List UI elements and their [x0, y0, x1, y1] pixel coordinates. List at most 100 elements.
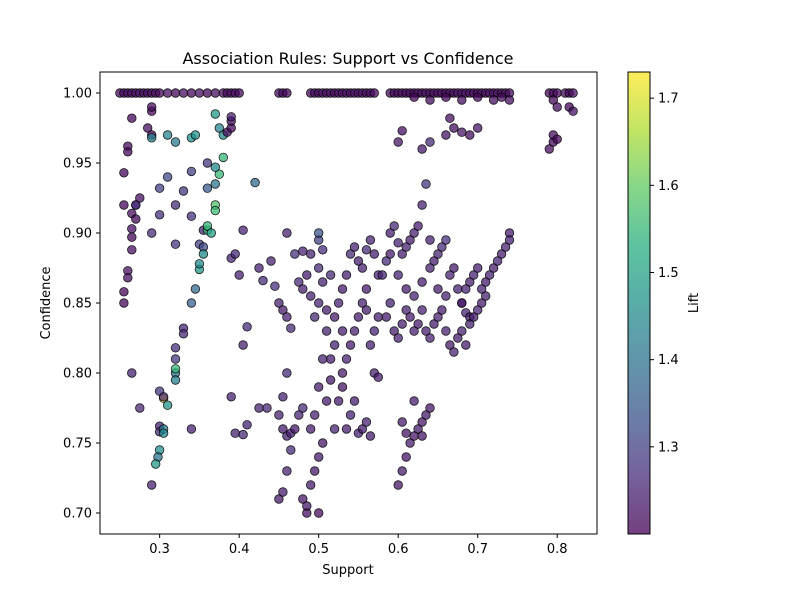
data-point	[409, 92, 419, 102]
data-point	[469, 312, 479, 322]
data-point	[345, 249, 356, 259]
data-point	[290, 249, 300, 259]
data-point	[142, 123, 153, 133]
data-point	[397, 417, 407, 427]
colorbar-ticks: 1.3 1.4 1.5 1.6 1.7	[650, 92, 679, 455]
data-point	[310, 312, 320, 322]
data-point	[401, 305, 411, 315]
data-point	[286, 323, 296, 333]
data-point	[254, 263, 264, 273]
data-point	[298, 246, 308, 256]
colorbar-tick-label: 1.4	[658, 353, 679, 368]
data-point	[214, 169, 225, 179]
y-tick-label: 0.80	[63, 367, 92, 382]
data-point	[469, 270, 479, 280]
data-point	[445, 340, 455, 350]
data-point	[282, 88, 292, 98]
data-point	[298, 403, 308, 413]
data-point	[461, 284, 471, 294]
data-point	[381, 256, 392, 266]
data-point	[325, 354, 336, 364]
data-point	[198, 249, 209, 259]
y-tick-label: 0.75	[63, 437, 92, 452]
data-point	[401, 242, 411, 252]
x-tick-label: 0.4	[229, 542, 250, 557]
data-point	[154, 88, 165, 98]
data-point	[393, 333, 403, 343]
colorbar-frame	[627, 71, 651, 535]
x-axis-ticks: 0.3 0.4 0.5 0.6 0.7 0.8	[149, 534, 568, 557]
data-point	[162, 172, 173, 182]
y-tick-label: 0.90	[63, 227, 92, 242]
data-point	[321, 305, 332, 315]
data-point	[461, 340, 471, 350]
data-point	[298, 494, 308, 504]
data-point	[429, 256, 439, 266]
data-point	[473, 305, 483, 315]
data-point	[552, 102, 562, 112]
data-point	[306, 249, 316, 259]
data-point	[373, 372, 384, 382]
data-point	[119, 200, 129, 210]
colorbar-tick-label: 1.7	[658, 92, 679, 107]
data-point	[421, 410, 431, 420]
data-point	[417, 200, 427, 210]
data-point	[441, 92, 451, 102]
data-point	[146, 133, 157, 143]
data-point	[500, 242, 511, 252]
data-point	[186, 166, 197, 177]
data-point	[357, 424, 368, 434]
data-point	[457, 127, 467, 137]
data-point	[437, 305, 447, 315]
colorbar-tick-label: 1.5	[658, 266, 679, 281]
data-point	[314, 228, 324, 238]
data-point	[314, 508, 324, 518]
data-point	[349, 326, 360, 336]
data-point	[365, 235, 376, 245]
data-point	[146, 228, 157, 238]
data-point	[409, 326, 419, 336]
data-point	[417, 277, 427, 287]
data-point	[488, 263, 499, 273]
data-point	[127, 113, 137, 123]
data-point	[397, 319, 407, 329]
data-point	[306, 424, 316, 434]
data-point	[481, 291, 491, 301]
data-point	[242, 322, 252, 332]
data-point	[202, 88, 213, 98]
data-point	[349, 242, 360, 252]
data-point	[238, 225, 248, 235]
data-point	[258, 275, 268, 286]
x-axis-label: Support	[322, 563, 373, 578]
data-point	[425, 137, 435, 147]
data-point	[127, 368, 137, 378]
data-point	[453, 284, 463, 294]
data-point	[230, 428, 240, 438]
data-point	[413, 424, 423, 434]
data-point	[417, 144, 427, 154]
data-point	[146, 480, 157, 490]
data-point	[162, 88, 173, 98]
data-point	[409, 396, 419, 406]
y-axis-ticks: 0.70 0.75 0.80 0.85 0.90 0.95 1.00	[63, 87, 100, 522]
data-point	[302, 270, 312, 280]
data-point	[178, 329, 189, 339]
data-point	[496, 249, 507, 259]
data-point	[492, 256, 503, 266]
data-point	[278, 392, 288, 402]
data-point	[473, 92, 483, 102]
data-point	[314, 382, 324, 392]
data-point	[373, 312, 384, 322]
data-point	[306, 291, 316, 301]
y-tick-label: 0.95	[63, 157, 92, 172]
data-point	[298, 284, 308, 294]
data-point	[341, 424, 352, 434]
data-point	[314, 298, 324, 308]
data-point	[329, 312, 340, 322]
data-point	[365, 431, 376, 441]
data-point	[457, 326, 467, 336]
data-point	[321, 396, 332, 406]
data-point	[409, 228, 419, 238]
data-point	[131, 214, 141, 224]
